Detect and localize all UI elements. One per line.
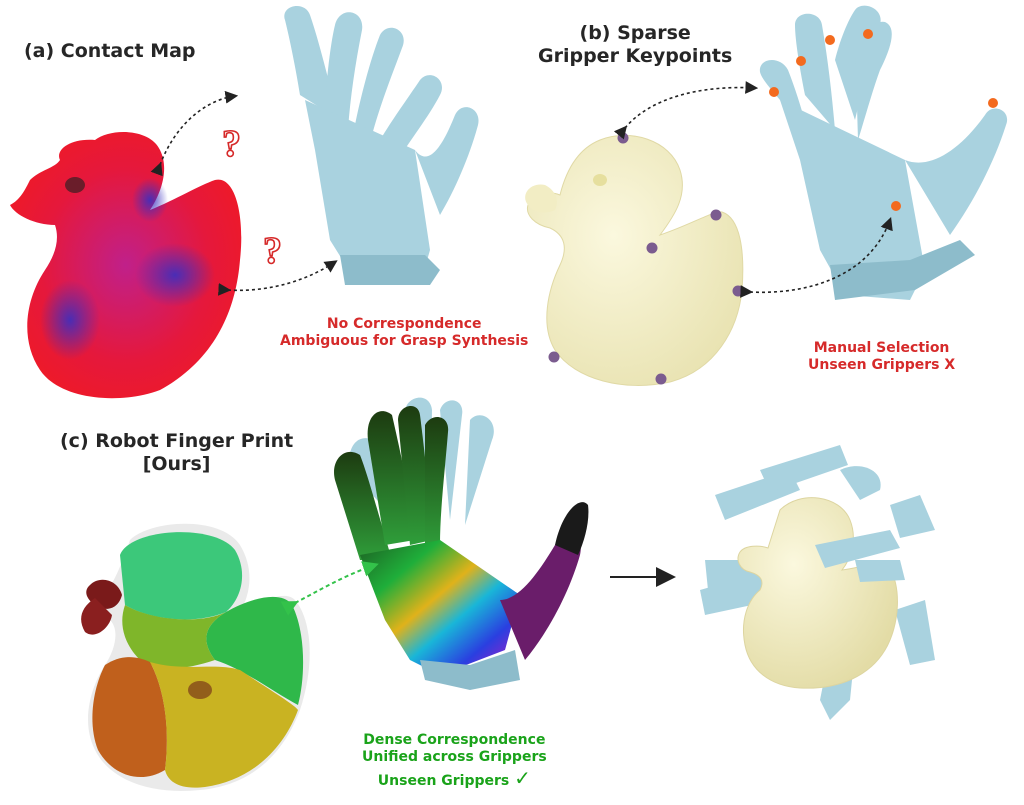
panel-a-note: No Correspondence Ambiguous for Grasp Sy… [280,316,528,350]
panel-c-title-line2: [Ours] [142,452,211,475]
hand-keypoint [988,98,998,108]
contact-map-duck [10,131,242,399]
panel-b-note-line1: Manual Selection [813,340,950,356]
panel-b-title-line1: (b) Sparse [579,22,691,44]
fingerprint-hand [334,397,589,690]
panel-c-note-line3-row: Unseen Grippers ✓ [362,766,547,790]
gripper-hand-b [759,5,1008,300]
panel-c-note-line1: Dense Correspondence [363,732,546,748]
hand-keypoint [863,29,873,39]
panel-c-note-line3: Unseen Grippers [377,772,510,789]
panel-c-note-line2: Unified across Grippers [362,748,547,765]
keypoint-duck [525,134,744,386]
panel-b-note: Manual Selection Unseen Grippers X [808,340,955,374]
grasp-result-front-fingers [815,495,935,582]
panel-b-title: (b) Sparse Gripper Keypoints [538,22,732,68]
duck-keypoint [710,209,722,221]
question-mark-2: ? [263,230,282,272]
grasped-duck [737,497,898,689]
question-mark-1: ? [222,123,241,165]
hand-keypoint [825,35,835,45]
hand-keypoint [891,201,901,211]
duck-keypoint [646,242,658,254]
duck-keypoint [617,132,629,144]
panel-a-title: (a) Contact Map [24,40,196,62]
hand-keypoint [769,87,779,97]
keypoint-arrow-top [613,81,759,140]
panel-a-note-line1: No Correspondence [326,316,482,332]
panel-a-note-line2: Ambiguous for Grasp Synthesis [280,332,529,349]
duck-keypoint [732,285,744,297]
fingerprint-duck [81,523,310,791]
gripper-hand-a [284,5,479,285]
panel-c-title-line1: (c) Robot Finger Print [60,430,294,452]
dense-correspondence-arrow [280,561,379,616]
duck-keypoint [548,351,560,363]
panel-b-note-line2: Unseen Grippers X [808,356,956,373]
keypoint-arrow-bottom [740,216,893,298]
duck-keypoint [655,373,667,385]
grasp-result-hand [700,445,935,720]
hand-keypoint [796,56,806,66]
panel-b-title-line2: Gripper Keypoints [538,44,733,67]
panel-c-note: Dense Correspondence Unified across Grip… [362,732,547,790]
hand-keypoints [769,29,998,211]
correspondence-arrow-top [150,90,239,177]
check-mark-icon: ✓ [514,765,531,790]
panel-c-title: (c) Robot Finger Print [Ours] [60,430,293,476]
